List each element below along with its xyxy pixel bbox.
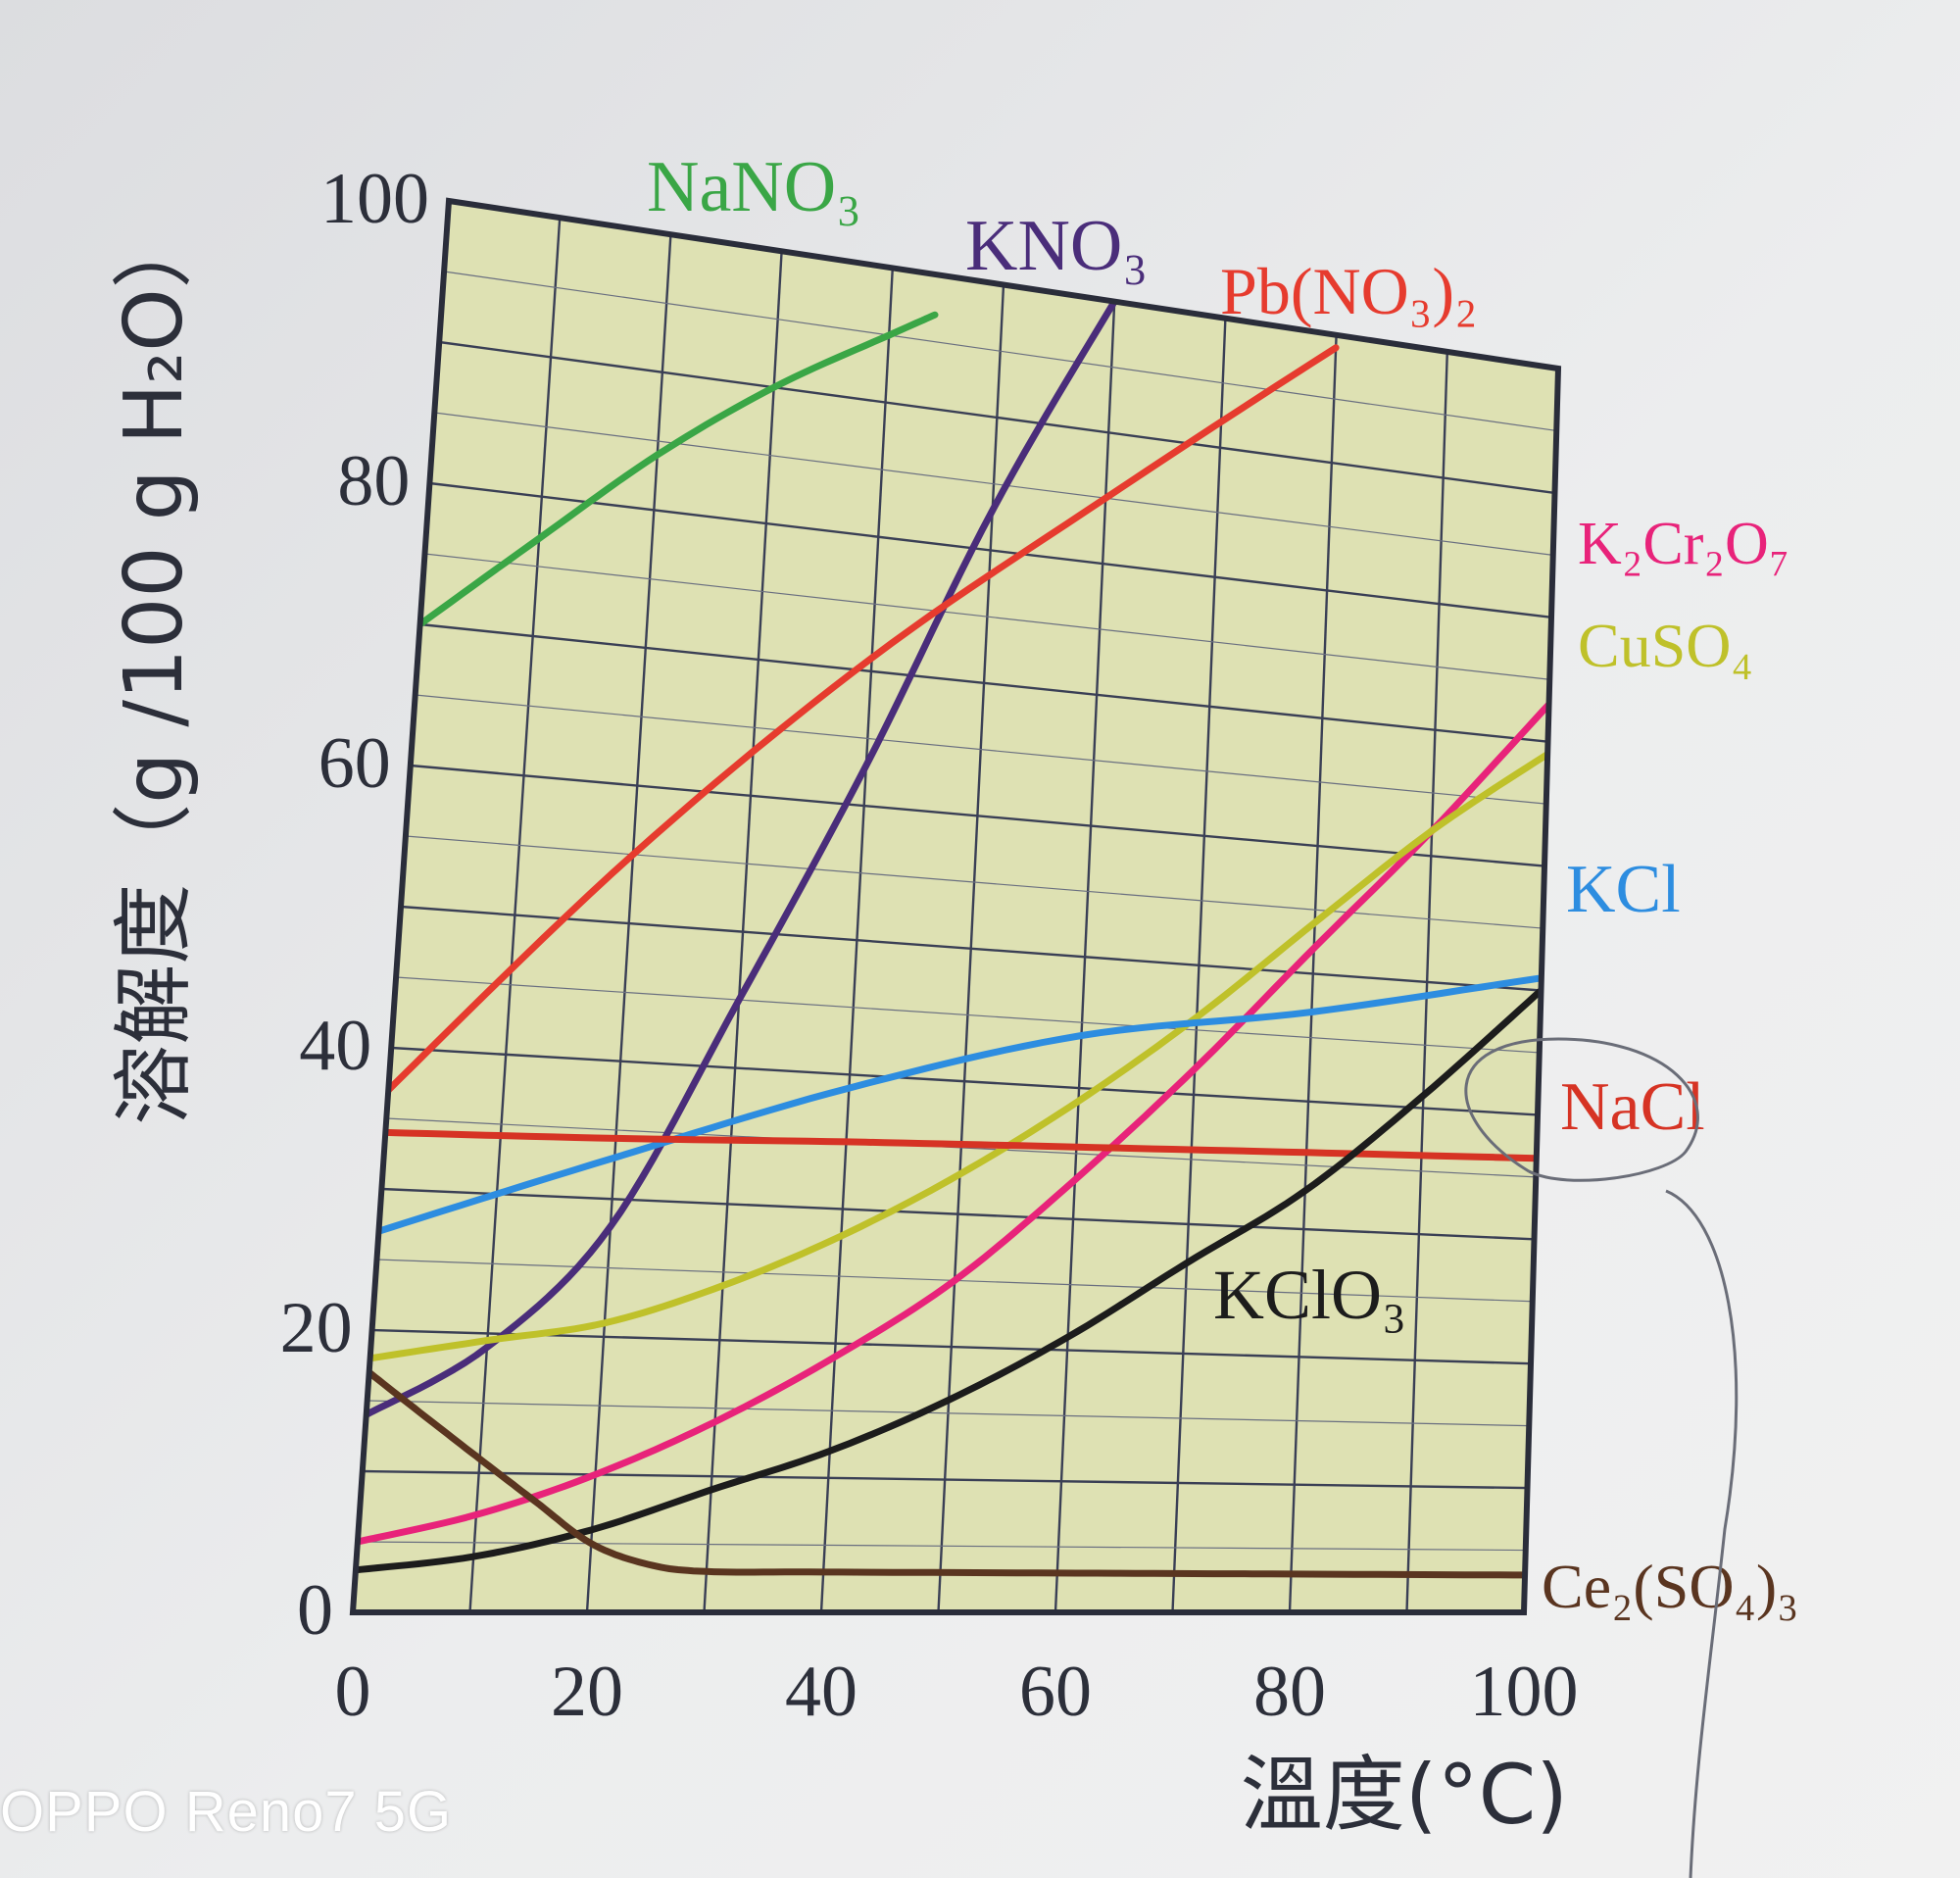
pen-line [1665, 1189, 1739, 1878]
plot-background [353, 201, 1558, 1612]
grid-line-horizontal [429, 481, 1552, 618]
series-line-4 [367, 750, 1551, 1362]
x-tick-label: 100 [1470, 1652, 1579, 1732]
x-tick-label: 80 [1253, 1652, 1326, 1732]
grid-line-horizontal [400, 905, 1542, 992]
y-tick-label: 100 [320, 159, 429, 239]
series-line-7 [353, 987, 1544, 1574]
grid-line-vertical [1171, 318, 1227, 1613]
series-label-3: K₂Cr₂O₇ [1578, 511, 1789, 577]
tick-labels: 0 20 40 60 80 100 0 20 40 60 80 100 [280, 159, 1579, 1732]
series-line-0 [416, 311, 939, 628]
x-tick-label: 20 [551, 1652, 623, 1732]
x-tick-label: 60 [1019, 1652, 1092, 1732]
series-line-8 [366, 1368, 1529, 1579]
series-label-1: KNO₃ [965, 206, 1148, 286]
series-line-3 [354, 701, 1553, 1546]
series-line-5 [375, 974, 1545, 1235]
series-label-4: CuSO₄ [1578, 611, 1753, 680]
series-label-6: NaCl [1560, 1069, 1705, 1145]
axis-labels: 溫度(°C) 溶解度（g /100 g H₂O） [108, 208, 1568, 1843]
grid-line-horizontal [439, 340, 1555, 495]
series-label-8: Ce₂(SO₄)₃ [1542, 1552, 1798, 1621]
series-label-7: KClO₃ [1213, 1256, 1406, 1334]
grid-line-minor [424, 553, 1550, 680]
y-tick-label: 60 [318, 723, 391, 804]
y-tick-label: 80 [337, 441, 410, 521]
y-tick-label: 40 [299, 1006, 371, 1086]
x-tick-label: 40 [785, 1652, 858, 1732]
plot-frame [349, 197, 1562, 1615]
camera-watermark: OPPO Reno7 5G [0, 1780, 453, 1844]
grid-line-minor [444, 271, 1557, 432]
grid-line-minor [367, 1400, 1530, 1427]
grid-line-vertical [1288, 334, 1338, 1613]
grid-line-vertical [1054, 301, 1116, 1613]
series-lines [353, 202, 1553, 1579]
grid-line-minor [415, 694, 1546, 805]
series-line-6 [381, 1128, 1541, 1162]
grid-line-vertical [1405, 351, 1448, 1613]
y-tick-label: 0 [297, 1570, 333, 1651]
series-label-5: KCl [1566, 852, 1681, 927]
pen-annotation [1464, 1037, 1739, 1878]
series-line-1 [363, 202, 1178, 1418]
axes [349, 197, 1562, 1615]
series-labels: NaNO₃ KNO₃ Pb(NO₃)₂ K₂Cr₂O₇ CuSO₄ KCl NaCl KClO… [647, 147, 1798, 1621]
y-tick-label: 20 [280, 1288, 353, 1368]
grid-line-minor [434, 412, 1553, 556]
pen-circle [1464, 1037, 1699, 1182]
grid-line-minor [396, 976, 1540, 1054]
series-label-2: Pb(NO₃)₂ [1220, 254, 1478, 328]
plot-area [353, 201, 1558, 1612]
grid-line-horizontal [419, 622, 1548, 743]
grid-line-horizontal [410, 764, 1545, 867]
series-line-2 [384, 344, 1340, 1094]
x-tick-label: 0 [335, 1652, 371, 1732]
x-axis-label: 溫度(°C) [1241, 1747, 1568, 1843]
series-label-0: NaNO₃ [647, 147, 861, 227]
y-axis-label: 溶解度（g /100 g H₂O） [108, 208, 201, 1125]
